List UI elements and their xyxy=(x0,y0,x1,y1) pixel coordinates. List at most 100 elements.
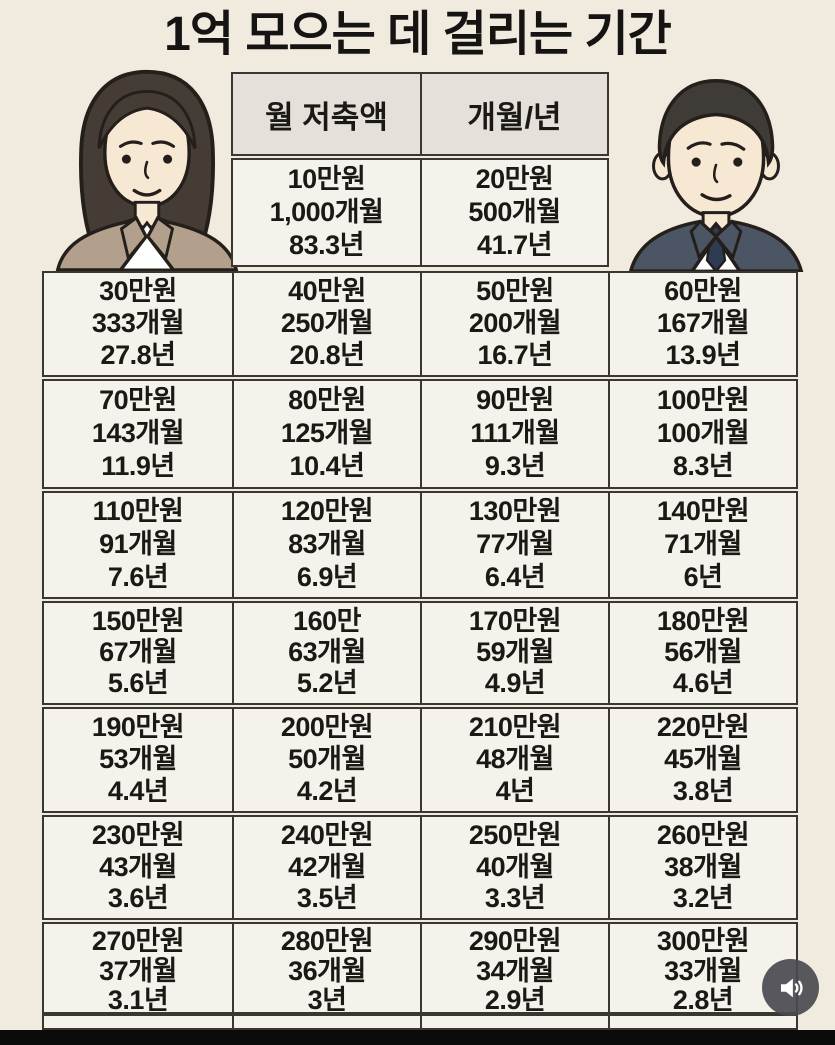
months-value: 59개월 xyxy=(476,637,554,668)
savings-amount: 120만원 xyxy=(280,496,374,527)
table-row: 30만원 333개월 27.8년 40만원 250개월 20.8년 50만원 2… xyxy=(42,271,798,377)
table-cell: 60만원 167개월 13.9년 xyxy=(608,273,796,375)
savings-amount: 250만원 xyxy=(468,819,562,850)
savings-amount: 150만원 xyxy=(91,605,185,636)
years-value: 3.5년 xyxy=(296,883,358,914)
months-value: 63개월 xyxy=(288,637,366,668)
table-row: 110만원 91개월 7.6년 120만원 83개월 6.9년 130만원 77… xyxy=(42,491,798,599)
years-value: 6.4년 xyxy=(484,561,546,592)
savings-amount: 100만원 xyxy=(656,384,750,415)
table-row: 190만원 53개월 4.4년 200만원 50개월 4.2년 210만원 48… xyxy=(42,707,798,813)
years-value: 4.4년 xyxy=(107,776,169,807)
page-title: 1억 모으는 데 걸리는 기간 xyxy=(164,8,672,61)
savings-amount: 10만원 xyxy=(287,163,366,194)
table-cell: 120만원 83개월 6.9년 xyxy=(232,493,420,597)
months-value: 34개월 xyxy=(476,955,554,986)
years-value: 9.3년 xyxy=(484,451,546,482)
table-cell: 80만원 125개월 10.4년 xyxy=(232,381,420,487)
table-cell: 300만원 33개월 2.8년 xyxy=(608,924,796,1012)
months-value: 91개월 xyxy=(99,529,177,560)
years-value: 3.2년 xyxy=(672,883,734,914)
table-row: 230만원 43개월 3.6년 240만원 42개월 3.5년 250만원 40… xyxy=(42,815,798,920)
savings-amount: 240만원 xyxy=(280,819,374,850)
years-value: 4.2년 xyxy=(296,776,358,807)
years-value: 5.2년 xyxy=(296,668,358,699)
table-cell: 70만원 143개월 11.9년 xyxy=(44,381,232,487)
months-value: 83개월 xyxy=(288,529,366,560)
years-value: 4.6년 xyxy=(672,668,734,699)
savings-amount: 280만원 xyxy=(280,926,374,956)
months-value: 48개월 xyxy=(476,744,554,775)
table-cell: 30만원 333개월 27.8년 xyxy=(44,273,232,375)
savings-amount: 200만원 xyxy=(280,712,374,743)
savings-amount: 180만원 xyxy=(656,605,750,636)
years-value: 6.9년 xyxy=(296,561,358,592)
years-value: 3.8년 xyxy=(672,776,734,807)
months-value: 36개월 xyxy=(288,955,366,986)
sound-toggle-button[interactable] xyxy=(762,959,819,1016)
table-cell xyxy=(420,1016,608,1028)
years-value: 20.8년 xyxy=(289,340,365,371)
months-value: 37개월 xyxy=(99,955,177,986)
table-row: 10만원 1,000개월 83.3년 20만원 500개월 41.7년 xyxy=(231,158,609,267)
man-illustration xyxy=(628,79,804,272)
months-value: 43개월 xyxy=(99,851,177,882)
savings-amount: 170만원 xyxy=(468,605,562,636)
table-cell: 130만원 77개월 6.4년 xyxy=(420,493,608,597)
years-value: 8.3년 xyxy=(672,451,734,482)
table-cell: 100만원 100개월 8.3년 xyxy=(608,381,796,487)
years-value: 4.9년 xyxy=(484,668,546,699)
table-cell: 220만원 45개월 3.8년 xyxy=(608,709,796,811)
woman-illustration xyxy=(55,69,239,272)
years-value: 41.7년 xyxy=(477,229,552,260)
months-value: 250개월 xyxy=(280,308,374,339)
years-value: 3.3년 xyxy=(484,883,546,914)
years-value: 13.9년 xyxy=(665,340,741,371)
months-value: 167개월 xyxy=(656,308,750,339)
table-cell: 210만원 48개월 4년 xyxy=(420,709,608,811)
savings-amount: 110만원 xyxy=(92,496,184,527)
savings-amount: 290만원 xyxy=(468,926,562,956)
savings-amount: 60만원 xyxy=(664,276,742,307)
bottom-letterbox-bar xyxy=(0,1030,835,1045)
months-value: 33개월 xyxy=(664,955,742,986)
table-row: 150만원 67개월 5.6년 160만 63개월 5.2년 170만원 59개… xyxy=(42,601,798,705)
months-value: 1,000개월 xyxy=(269,196,384,227)
table-cell: 280만원 36개월 3년 xyxy=(232,924,420,1012)
months-value: 111개월 xyxy=(470,418,560,449)
years-value: 83.3년 xyxy=(289,229,364,260)
years-value: 11.9년 xyxy=(101,451,175,482)
savings-amount: 30만원 xyxy=(99,276,177,307)
months-value: 38개월 xyxy=(664,851,742,882)
table-cell xyxy=(44,1016,232,1028)
years-value: 10.4년 xyxy=(289,451,365,482)
years-value: 6년 xyxy=(683,561,723,592)
months-value: 40개월 xyxy=(476,851,554,882)
months-value: 50개월 xyxy=(288,744,366,775)
savings-amount: 300만원 xyxy=(656,926,750,956)
table-cell: 260만원 38개월 3.2년 xyxy=(608,817,796,918)
header-months-years: 개월/년 xyxy=(420,74,607,154)
savings-amount: 270만원 xyxy=(91,926,185,956)
savings-amount: 260만원 xyxy=(656,819,750,850)
table-cell: 230만원 43개월 3.6년 xyxy=(44,817,232,918)
months-value: 333개월 xyxy=(91,308,185,339)
months-value: 77개월 xyxy=(476,529,554,560)
months-value: 56개월 xyxy=(664,637,742,668)
table-row: 70만원 143개월 11.9년 80만원 125개월 10.4년 90만원 1… xyxy=(42,379,798,489)
savings-amount: 210만원 xyxy=(468,712,562,743)
table-cell: 10만원 1,000개월 83.3년 xyxy=(233,160,420,265)
table-cell: 270만원 37개월 3.1년 xyxy=(44,924,232,1012)
savings-amount: 130만원 xyxy=(468,496,562,527)
table-cell: 240만원 42개월 3.5년 xyxy=(232,817,420,918)
savings-amount: 80만원 xyxy=(288,384,366,415)
table-cell: 290만원 34개월 2.9년 xyxy=(420,924,608,1012)
savings-amount: 140만원 xyxy=(656,496,750,527)
table-cell: 50만원 200개월 16.7년 xyxy=(420,273,608,375)
table-header-row: 월 저축액 개월/년 xyxy=(231,72,609,156)
header-monthly-savings: 월 저축액 xyxy=(265,99,388,135)
table-cell: 20만원 500개월 41.7년 xyxy=(420,160,607,265)
savings-amount: 220만원 xyxy=(656,712,750,743)
savings-amount: 40만원 xyxy=(288,276,366,307)
